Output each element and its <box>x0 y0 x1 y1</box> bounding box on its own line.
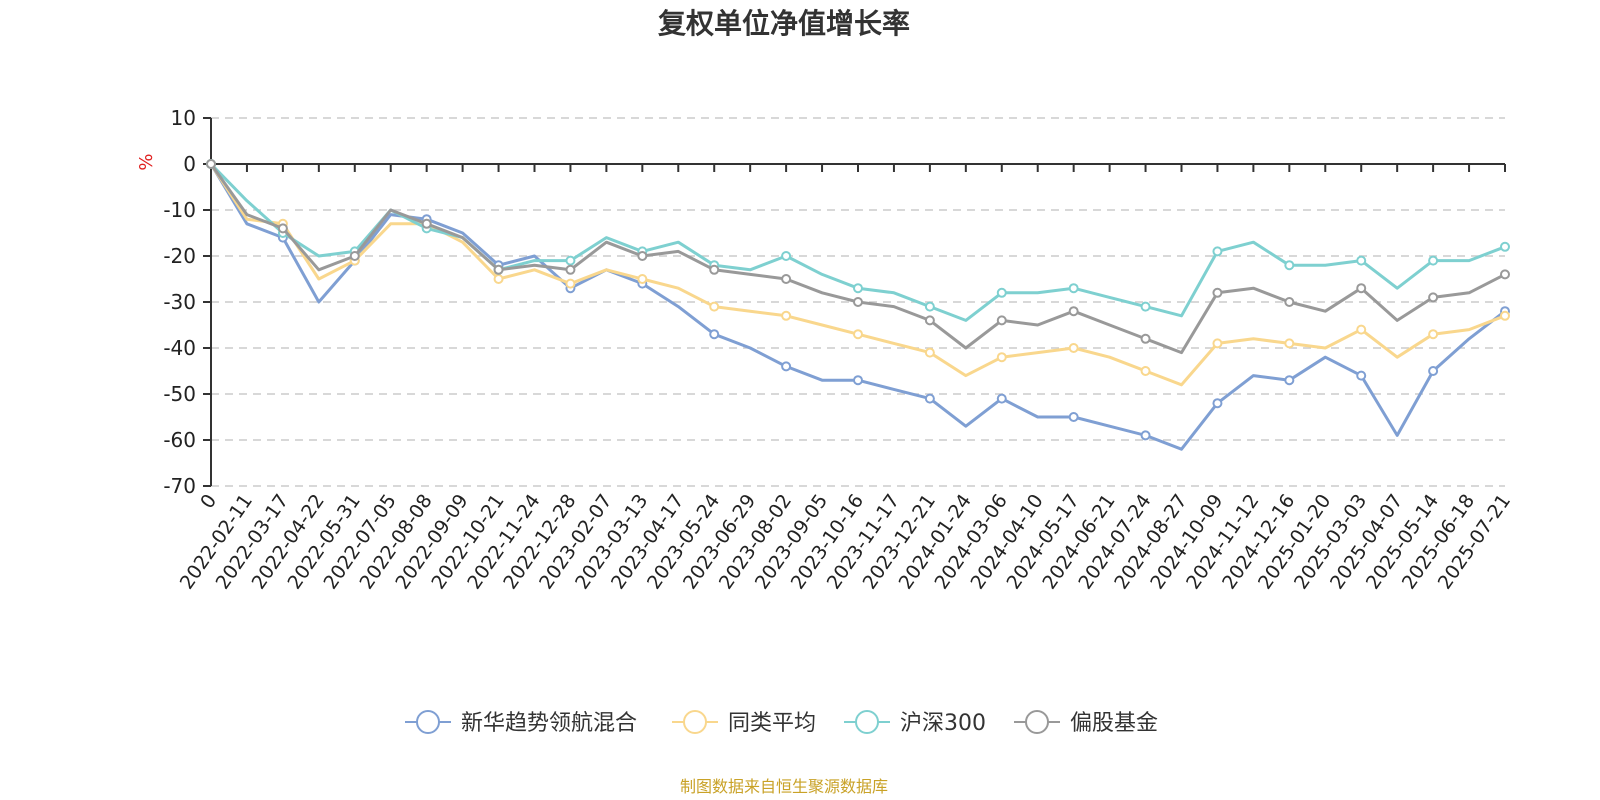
series-point <box>1284 260 1295 271</box>
series-point <box>1068 306 1079 317</box>
series-point <box>709 264 720 275</box>
y-tick-label: -20 <box>163 244 196 268</box>
series-point <box>1140 430 1151 441</box>
series-point <box>565 255 576 266</box>
series-point <box>853 375 863 386</box>
series-point <box>709 329 720 340</box>
grid-layer <box>211 117 1505 487</box>
series-point <box>853 297 863 307</box>
series-point <box>781 251 792 261</box>
series-layer <box>206 159 1510 451</box>
y-tick-label: -70 <box>163 474 196 498</box>
series-point <box>1212 398 1223 409</box>
series-line-3 <box>209 163 1506 355</box>
series-point <box>924 315 935 326</box>
legend-marker <box>683 710 707 734</box>
legend-marker <box>1025 710 1049 734</box>
y-tick-label: 0 <box>183 152 196 176</box>
series-point <box>565 278 576 289</box>
series-point <box>1140 301 1151 312</box>
series-point <box>206 159 216 169</box>
series-point <box>1212 246 1223 257</box>
series-point <box>421 218 432 229</box>
series-point <box>1212 338 1223 349</box>
series-point <box>1500 241 1510 252</box>
series-point <box>1068 412 1079 422</box>
legend-label: 偏股基金 <box>1070 711 1158 736</box>
series-point <box>924 393 935 404</box>
y-tick-label: -10 <box>163 198 196 222</box>
series-point <box>1356 370 1367 381</box>
series-point <box>1068 343 1079 353</box>
series-point <box>924 301 935 312</box>
series-line-2 <box>209 162 1506 322</box>
chart-title: 复权单位净值增长率 <box>658 7 910 40</box>
series-point <box>1212 287 1223 298</box>
series-point <box>1068 283 1079 294</box>
series-point <box>781 274 792 284</box>
y-tick-label: -40 <box>163 336 196 360</box>
series-point <box>853 283 863 294</box>
legend-item-1[interactable]: 同类平均 <box>672 710 816 736</box>
series-point <box>1500 269 1510 280</box>
legend-item-0[interactable]: 新华趋势领航混合 <box>405 710 637 736</box>
series-point <box>1140 366 1151 376</box>
series-point <box>493 274 504 284</box>
series-point <box>637 251 648 261</box>
legend-label: 同类平均 <box>728 711 816 736</box>
data-source-note: 制图数据来自恒生聚源数据库 <box>680 777 888 796</box>
series-point <box>781 361 792 372</box>
series-point <box>565 264 576 275</box>
series-point <box>1356 255 1367 266</box>
legend[interactable]: 新华趋势领航混合 同类平均 沪深300 偏股基金 <box>405 710 1158 736</box>
series-point <box>1356 324 1367 335</box>
series-point <box>1140 333 1151 344</box>
y-tick-label: -30 <box>163 290 196 314</box>
series-point <box>996 352 1007 363</box>
series-point <box>637 274 648 284</box>
series-point <box>1428 255 1439 266</box>
series-point <box>709 301 720 312</box>
y-axis-label: % <box>136 153 157 170</box>
series-point <box>1428 366 1439 376</box>
series-point <box>1500 310 1510 321</box>
series-point <box>996 315 1007 326</box>
series-point <box>1428 292 1439 303</box>
series-point <box>853 329 863 340</box>
x-tick-label: 0 <box>196 490 221 513</box>
series-point <box>996 287 1007 298</box>
axis-layer: 100-10-20-30-40-50-60-7002022-02-112022-… <box>163 106 1515 593</box>
series-point <box>1284 375 1295 386</box>
y-tick-label: -50 <box>163 382 196 406</box>
legend-marker <box>416 710 440 734</box>
series-point <box>349 251 360 261</box>
series-point <box>996 393 1007 404</box>
series-point <box>493 264 504 275</box>
legend-item-2[interactable]: 沪深300 <box>844 710 986 736</box>
legend-marker <box>855 710 879 734</box>
legend-label: 沪深300 <box>900 711 986 736</box>
y-tick-label: -60 <box>163 428 196 452</box>
y-tick-label: 10 <box>171 106 196 130</box>
legend-item-3[interactable]: 偏股基金 <box>1014 710 1158 736</box>
series-point <box>1284 338 1295 349</box>
series-point <box>781 310 792 321</box>
series-point <box>1428 329 1439 340</box>
series-point <box>924 347 935 358</box>
series-point <box>1356 283 1367 294</box>
series-point <box>1284 297 1295 307</box>
legend-label: 新华趋势领航混合 <box>461 711 637 736</box>
series-point <box>277 223 288 234</box>
series-line-1 <box>209 163 1506 387</box>
